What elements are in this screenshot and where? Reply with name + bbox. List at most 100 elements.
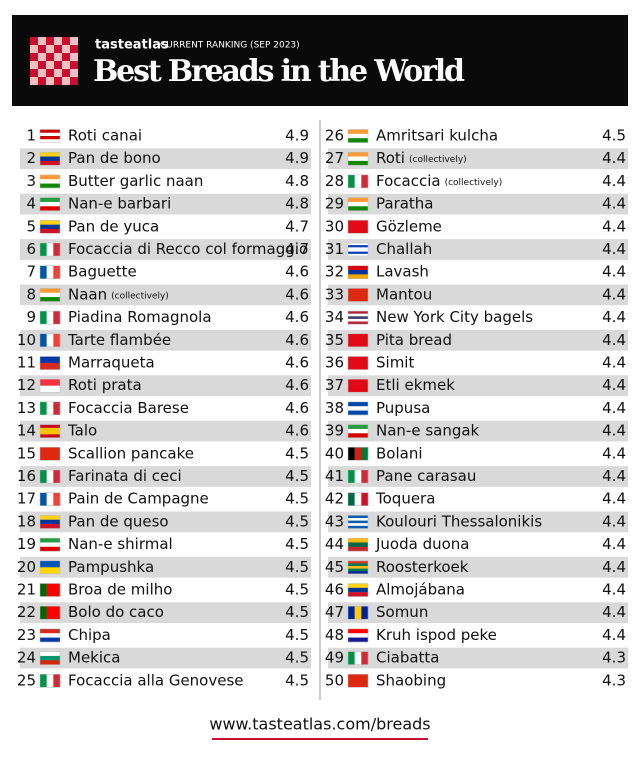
score: 4.4 [602, 195, 626, 213]
score: 4.5 [285, 558, 309, 576]
bread-name: Lavash [376, 263, 429, 281]
logo-cell [54, 61, 62, 69]
bread-name: Tarte flambée [67, 331, 171, 349]
row-stripe [328, 148, 628, 170]
flag-stripe [354, 447, 362, 461]
flag-stripe [348, 568, 368, 572]
bread-name: Bolani [376, 444, 423, 462]
flag-border [39, 378, 61, 393]
flag-border [347, 129, 369, 143]
flag-stripe [348, 251, 368, 255]
flag-stripe [40, 243, 47, 256]
rank: 10 [17, 331, 36, 349]
bread-name: Toquera [375, 490, 435, 508]
bread-name: Naan [68, 285, 107, 303]
flag-stripe [46, 674, 54, 688]
bread-name: Pan de queso [68, 512, 169, 530]
flag-stripe [354, 606, 362, 620]
bread-name: Focaccia di Recco col formaggio [68, 240, 308, 258]
bread-name: Roosterkoek [376, 558, 469, 576]
flag-border [39, 310, 61, 325]
logo-cell [46, 45, 54, 53]
score: 4.4 [602, 354, 626, 372]
rank: 1 [26, 127, 36, 145]
flag-stripe [354, 174, 362, 188]
rank: 21 [17, 581, 36, 599]
flag-stripe [40, 174, 60, 180]
rank: 39 [325, 422, 344, 440]
flag-stripe [348, 470, 355, 483]
rank: 6 [26, 240, 36, 258]
title: Best Breads in the World [93, 54, 465, 89]
flag-stripe [40, 183, 60, 189]
score: 4.4 [602, 558, 626, 576]
flag-stripe [46, 606, 54, 620]
flag-stripe [53, 311, 61, 325]
flag-stripe [53, 401, 61, 415]
flag-border [347, 447, 369, 461]
logo-cell [62, 37, 70, 45]
flag-stripe [46, 265, 54, 279]
flag-stripe [348, 133, 368, 139]
footer-url: www.tasteatlas.com/breads [209, 715, 430, 734]
flag-stripe [348, 245, 368, 248]
bread-name: Focaccia alla Genovese [68, 671, 244, 689]
flag-stripe [40, 220, 60, 225]
flag-border [39, 333, 61, 348]
bread-name: Broa de milho [68, 581, 172, 599]
flag-stripe [348, 518, 368, 521]
flag-stripe [40, 655, 60, 661]
bread-name: Bolo do caco [68, 603, 164, 621]
flag-stripe [40, 424, 60, 429]
flag-stripe [40, 292, 60, 298]
flag-stripe [40, 379, 60, 386]
flag-stripe [348, 674, 368, 688]
flag-border [39, 220, 61, 234]
name-note: (collectively) [445, 178, 503, 188]
rank: 23 [17, 626, 36, 644]
flag-stripe [40, 139, 60, 143]
flag-border [39, 265, 61, 279]
rank: 29 [325, 195, 344, 213]
logo-cell [54, 45, 62, 53]
score: 4.6 [285, 422, 309, 440]
flag-stripe [348, 288, 368, 302]
logo-cell [38, 53, 46, 61]
flag-stripe [40, 152, 60, 157]
subtitle: CURRENT RANKING (SEP 2023) [160, 41, 300, 51]
score: 4.4 [602, 217, 626, 235]
flag-border [347, 469, 369, 484]
flag-stripe [354, 470, 362, 483]
flag-border [347, 674, 369, 688]
flag-stripe [53, 243, 61, 256]
bread-name: Roti [376, 149, 405, 167]
flag-stripe [348, 270, 368, 275]
flag-border [39, 560, 61, 575]
row-stripe [20, 193, 311, 215]
flag-stripe [348, 566, 368, 569]
rank: 30 [325, 217, 344, 235]
flag-stripe [40, 606, 47, 620]
logo-cell [54, 37, 62, 45]
flag-stripe [53, 265, 61, 279]
bread-name: Talo [67, 422, 97, 440]
rank: 44 [325, 535, 344, 553]
score: 4.5 [285, 603, 309, 621]
score: 4.4 [602, 263, 626, 281]
flag-stripe [348, 563, 368, 567]
logo-cell [30, 77, 38, 85]
flag-stripe [46, 492, 54, 506]
bread-name: Pane carasau [376, 467, 476, 485]
score: 4.6 [285, 354, 309, 372]
flag-stripe [348, 243, 368, 246]
flag-stripe [348, 592, 368, 597]
flag-border [347, 310, 369, 325]
score: 4.5 [285, 444, 309, 462]
flag-stripe [40, 160, 60, 166]
row-stripe [328, 647, 628, 669]
logo-cell [46, 37, 54, 45]
rank: 17 [17, 490, 36, 508]
flag-stripe [40, 156, 60, 162]
flag-border [347, 605, 369, 620]
score: 4.5 [285, 467, 309, 485]
